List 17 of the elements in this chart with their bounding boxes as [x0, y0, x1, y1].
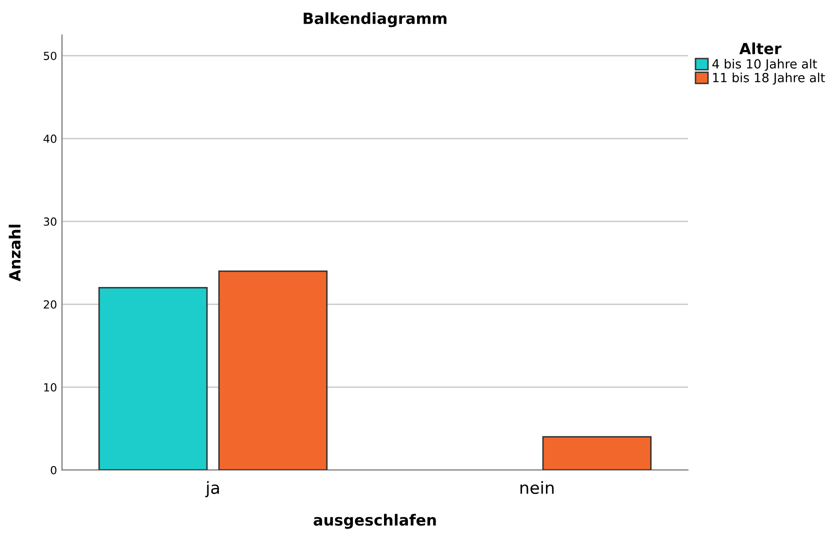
x-axis-title: ausgeschlafen — [314, 514, 436, 529]
x-tick-label: ja — [205, 481, 219, 498]
bar — [542, 436, 652, 470]
bar — [98, 287, 208, 470]
legend-title: Alter — [739, 42, 782, 54]
y-tick-label: 40 — [44, 134, 56, 143]
legend-label: 4 bis 10 Jahre alt — [712, 58, 817, 71]
y-axis-title: Anzahl — [8, 224, 21, 282]
bar — [218, 270, 328, 470]
y-tick-label: 20 — [44, 300, 56, 309]
legend-label: 11 bis 18 Jahre alt — [713, 72, 825, 85]
y-tick-label: 30 — [44, 217, 56, 226]
y-tick-label: 0 — [50, 466, 56, 474]
x-tick-label: nein — [520, 481, 554, 494]
y-tick-label: 10 — [44, 383, 56, 392]
y-tick-label: 50 — [44, 52, 56, 60]
chart-title: Balkendiagramm — [304, 12, 446, 28]
